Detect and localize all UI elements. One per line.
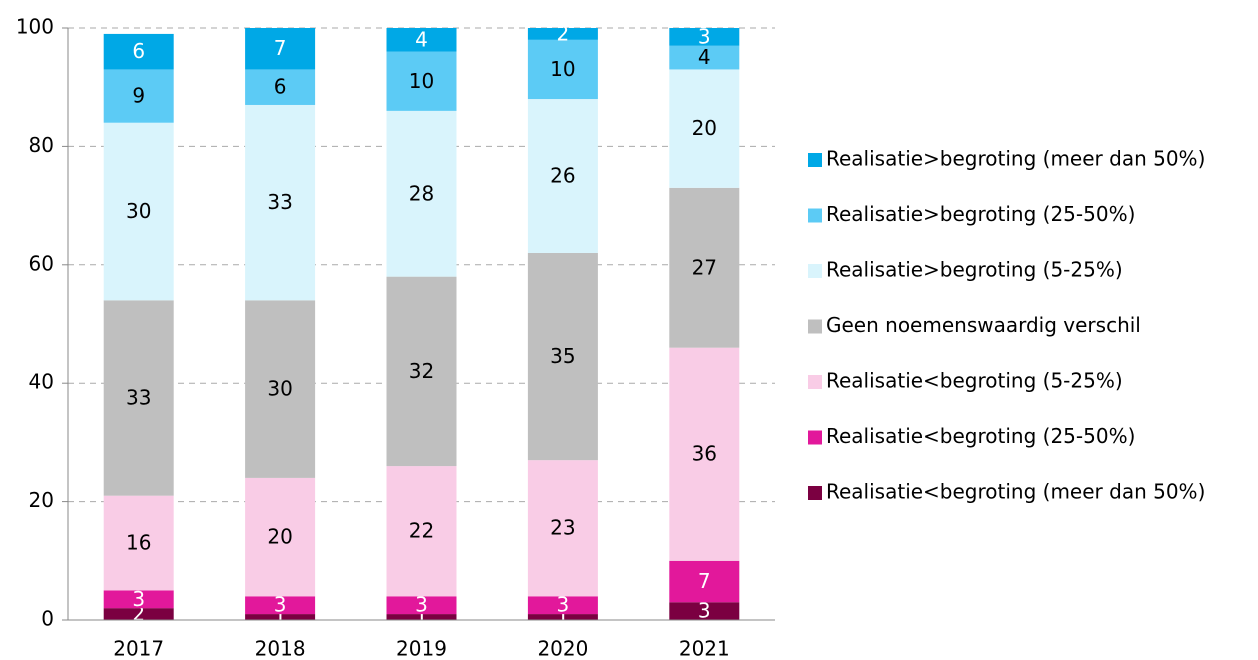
y-tick-label: 80 [29, 133, 54, 157]
data-label: 33 [126, 386, 151, 410]
bar-segment [386, 110, 457, 277]
y-tick-label: 60 [29, 251, 54, 275]
bar-segment [527, 460, 598, 597]
data-label: 30 [126, 199, 151, 223]
bar-segment [103, 33, 174, 70]
data-label: 23 [550, 516, 575, 540]
bar-segment [669, 45, 740, 70]
bar-segment [527, 28, 598, 40]
data-label: 32 [409, 359, 434, 383]
data-label: 3 [274, 593, 287, 617]
data-label: 10 [550, 57, 575, 81]
bar-segment [669, 28, 740, 46]
data-label: 3 [132, 587, 145, 611]
x-tick-label: 2018 [255, 637, 306, 660]
bar-segment [386, 466, 457, 597]
data-label: 26 [550, 164, 575, 188]
bar-segment [245, 28, 316, 70]
data-label: 3 [698, 599, 711, 623]
bar-segment [103, 69, 174, 123]
bar-segment [386, 51, 457, 111]
data-label: 30 [267, 377, 292, 401]
data-label: 7 [698, 569, 711, 593]
legend-swatch [808, 153, 822, 167]
bar-segment [103, 495, 174, 591]
data-label: 3 [415, 593, 428, 617]
data-label: 3 [557, 593, 570, 617]
x-tick-label: 2017 [113, 637, 164, 660]
legend-label: Realisatie<begroting (25-50%) [826, 424, 1135, 448]
bar-segment [103, 122, 174, 301]
x-tick-label: 2019 [396, 637, 447, 660]
bar-segment [669, 347, 740, 561]
data-label: 9 [132, 84, 145, 108]
legend-swatch [808, 486, 822, 500]
data-label: 36 [692, 442, 717, 466]
data-label: 6 [274, 75, 287, 99]
bar-segment [245, 477, 316, 597]
data-label: 10 [409, 69, 434, 93]
bar-segment [386, 614, 457, 620]
data-label: 27 [692, 255, 717, 279]
data-label: 2 [557, 21, 570, 45]
data-label: 16 [126, 531, 151, 555]
bar-segment [669, 69, 740, 188]
x-tick-label: 2020 [537, 637, 588, 660]
bar-segment [527, 99, 598, 253]
bar-segment [103, 608, 174, 620]
data-label: 7 [274, 36, 287, 60]
data-label: 20 [267, 525, 292, 549]
legend-swatch [808, 375, 822, 389]
data-label: 28 [409, 181, 434, 205]
y-tick-label: 100 [16, 15, 54, 39]
bar-segment [245, 614, 316, 620]
legend-swatch [808, 264, 822, 278]
bar-segment [669, 560, 740, 603]
x-tick-label: 2021 [679, 637, 730, 660]
legend-label: Realisatie>begroting (meer dan 50%) [826, 147, 1205, 171]
data-label: 4 [698, 45, 711, 69]
bar-segment [103, 590, 174, 609]
bar-segment [386, 276, 457, 467]
legend-label: Realisatie<begroting (5-25%) [826, 369, 1123, 393]
legend-label: Realisatie>begroting (25-50%) [826, 202, 1135, 226]
bar-segment [527, 252, 598, 461]
bar-segment [669, 602, 740, 620]
data-label: 20 [692, 116, 717, 140]
legend-swatch [808, 430, 822, 445]
bar-segment [245, 596, 316, 615]
bar-segment [527, 596, 598, 615]
data-label: 6 [132, 39, 145, 63]
bar-segment [245, 104, 316, 301]
data-label: 4 [415, 27, 428, 51]
legend-swatch [808, 319, 822, 334]
y-tick-label: 20 [29, 488, 54, 512]
y-tick-label: 40 [29, 370, 54, 394]
bar-segment [527, 614, 598, 620]
bar-segment [527, 39, 598, 100]
bar-segment [245, 69, 316, 105]
data-label: 3 [698, 24, 711, 48]
bar-segment [669, 187, 740, 348]
data-label: 35 [550, 344, 575, 368]
bar-segment [386, 596, 457, 615]
legend-label: Realisatie>begroting (5-25%) [826, 258, 1123, 282]
bar-segment [386, 28, 457, 52]
legend-label: Geen noemenswaardig verschil [826, 313, 1141, 337]
bar-segment [103, 300, 174, 496]
legend-swatch [808, 208, 822, 223]
legend-label: Realisatie<begroting (meer dan 50%) [826, 480, 1205, 504]
data-label: 33 [267, 190, 292, 214]
bar-segment [245, 300, 316, 478]
y-tick-label: 0 [41, 607, 54, 631]
data-label: 22 [409, 519, 434, 543]
